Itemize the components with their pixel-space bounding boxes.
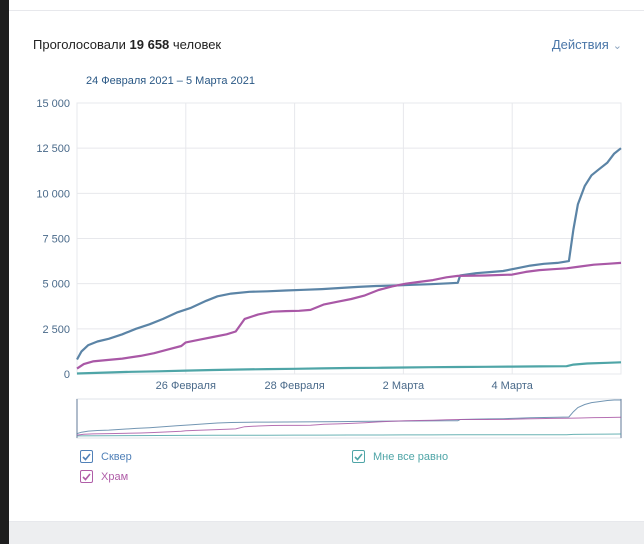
check-icon — [354, 452, 363, 461]
footer-area — [9, 521, 644, 544]
x-tick-label: 4 Марта — [491, 380, 533, 392]
legend-item-skver[interactable]: Сквер — [80, 450, 132, 463]
check-icon — [82, 472, 91, 481]
legend-label-hram: Храм — [101, 470, 129, 483]
chevron-down-icon: ⌄ — [612, 40, 622, 52]
overview-line-hram — [76, 416, 622, 436]
y-tick-label: 10 000 — [36, 188, 70, 200]
overview-line-mne-vse-ravno — [76, 433, 622, 437]
x-tick-label: 28 Февраля — [264, 380, 324, 392]
y-tick-label: 0 — [64, 369, 70, 381]
checkbox-mne-vse-ravno[interactable] — [352, 450, 365, 463]
check-icon — [82, 452, 91, 461]
actions-label: Действия — [551, 37, 609, 52]
checkbox-skver[interactable] — [80, 450, 93, 463]
window-edge — [0, 0, 9, 544]
legend-item-hram[interactable]: Храм — [80, 470, 128, 483]
title-prefix: Проголосовали — [33, 37, 126, 52]
actions-dropdown[interactable]: Действия ⌄ — [552, 37, 622, 52]
legend-label-skver: Сквер — [101, 450, 132, 463]
y-tick-label: 12 500 — [36, 143, 70, 155]
title-suffix: человек — [172, 37, 222, 52]
legend-item-mne-vse-ravno[interactable]: Мне все равно — [352, 450, 448, 463]
x-tick-label: 2 Марта — [383, 380, 425, 392]
range-selector[interactable] — [76, 398, 622, 439]
page-title: Проголосовали 19 658 человек — [33, 37, 221, 52]
y-tick-label: 7 500 — [42, 234, 70, 246]
series-line-hram — [76, 261, 622, 370]
y-tick-label: 2 500 — [42, 324, 70, 336]
y-axis: 0 2 500 5 000 7 500 10 000 12 500 15 000 — [36, 98, 70, 381]
vote-count: 19 658 — [129, 37, 170, 52]
x-tick-label: 26 Февраля — [156, 380, 216, 392]
series-line-skver — [76, 147, 622, 361]
x-axis: 26 Февраля 28 Февраля 2 Марта 4 Марта — [156, 380, 534, 392]
legend-label-mne-vse-ravno: Мне все равно — [373, 450, 449, 463]
y-tick-label: 15 000 — [36, 98, 70, 110]
chart-series — [76, 147, 622, 375]
y-tick-label: 5 000 — [42, 279, 70, 291]
date-range: 24 Февраля 2021 – 5 Марта 2021 — [86, 75, 255, 87]
checkbox-hram[interactable] — [80, 470, 93, 483]
chart-grid — [76, 102, 622, 375]
top-divider — [9, 10, 644, 11]
series-line-mne-vse-ravno — [76, 361, 622, 375]
